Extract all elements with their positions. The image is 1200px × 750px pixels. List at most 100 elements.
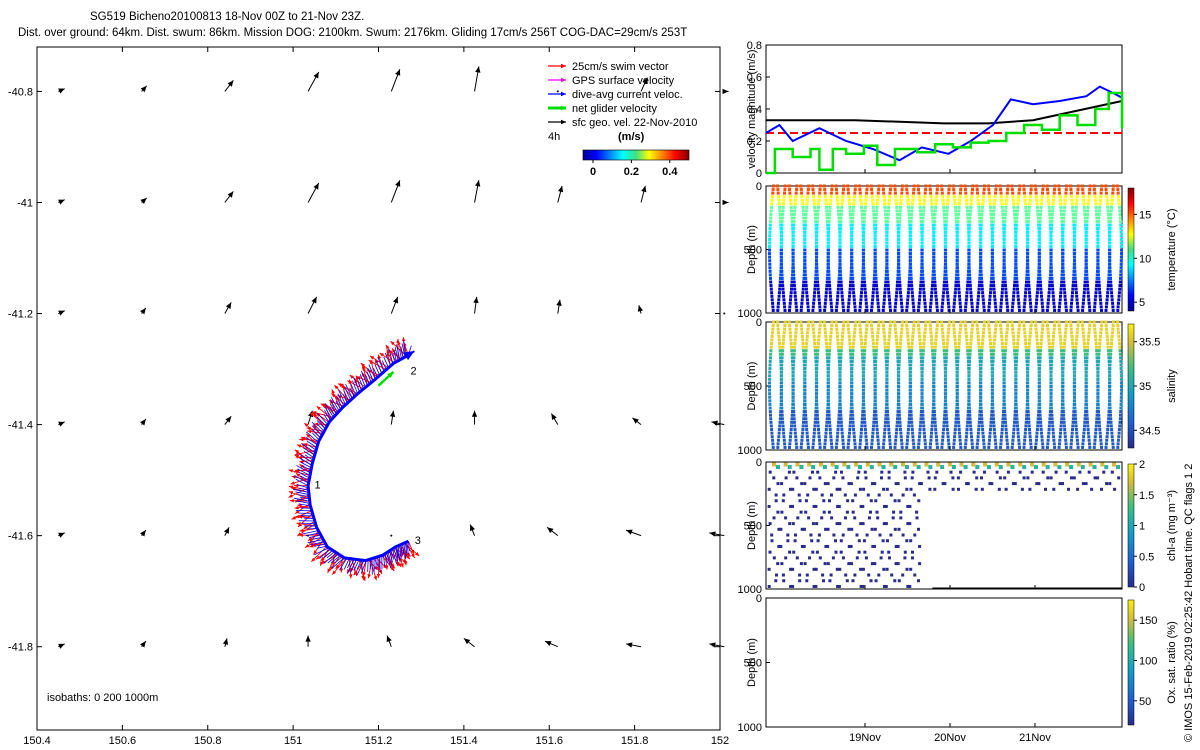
salinity-panel-y-tick: 1000 — [738, 445, 762, 457]
current-vector — [312, 432, 320, 441]
current-vector — [399, 349, 402, 360]
current-vector — [305, 437, 318, 446]
map-panel: 150.4 150.6 150.8 151 151.2 151.4 151.6 151.8 15… — [8, 46, 729, 747]
map-axes-box — [36, 46, 721, 731]
swim-vector — [335, 557, 345, 570]
legend-marker — [548, 63, 566, 69]
current-vector — [302, 447, 315, 456]
salinity-panel-y-label: Depth (m) — [746, 362, 758, 411]
current-vector — [387, 551, 393, 566]
geo-vector — [709, 531, 725, 537]
oxygen-panel-colorbar — [1127, 599, 1135, 726]
current-vector — [343, 390, 350, 402]
current-vector — [358, 377, 364, 390]
chla-panel-colorbar-tick: 1.5 — [1139, 490, 1154, 502]
geo-vector — [469, 524, 476, 536]
geo-vector — [224, 415, 232, 425]
salinity-panel: 0 500 1000 Depth (m) 34.5 35 35.5 salinity — [738, 317, 1178, 457]
geo-vector — [640, 77, 648, 92]
legend-marker — [548, 91, 566, 97]
current-vector — [347, 558, 355, 574]
oxygen-panel-colorbar-tick: 100 — [1139, 655, 1157, 667]
current-vector — [327, 553, 339, 564]
track-label-3: 3 — [415, 535, 421, 547]
current-vector — [305, 532, 320, 537]
current-vector — [396, 344, 401, 361]
current-vector — [323, 552, 337, 564]
oxygen-panel: 0 500 1000 Depth (m) 50 100 150 Ox. sat. ratio … — [738, 593, 1178, 744]
current-vector — [301, 443, 316, 454]
geo-vector — [390, 180, 401, 203]
copyright-side-label: © IMOS 15-Feb-2019 02:25:42 Hobart time.… — [1183, 464, 1195, 742]
current-vector — [367, 367, 374, 382]
current-vector — [345, 383, 353, 399]
velocity-series-3 — [766, 91, 1124, 175]
current-vector — [339, 557, 348, 571]
current-vector — [397, 545, 401, 562]
legend-duration: 4h — [548, 131, 560, 143]
current-vector — [311, 429, 321, 439]
chla-panel-points — [767, 462, 1122, 589]
current-vector — [349, 387, 355, 398]
current-vector — [353, 559, 360, 571]
legend-marker — [548, 119, 566, 125]
temperature-panel-colorbar-tick: 5 — [1139, 297, 1145, 309]
current-vector — [303, 450, 315, 459]
swim-vector — [303, 443, 318, 449]
legend-marker — [548, 105, 566, 111]
current-vector — [343, 558, 350, 570]
current-vector — [394, 546, 399, 559]
current-vector — [323, 549, 333, 559]
chla-panel-colorbar-tick: 1 — [1139, 521, 1145, 533]
current-vector — [311, 421, 324, 434]
velocity-series-1 — [766, 100, 1123, 125]
swim-vector — [299, 459, 314, 464]
salinity-panel-colorbar-tick: 35 — [1139, 381, 1151, 393]
temperature-panel-colorbar-tick: 15 — [1139, 209, 1151, 221]
geo-vector — [140, 197, 148, 205]
swim-vector — [347, 380, 364, 390]
geo-vector — [722, 88, 729, 95]
swim-vector — [291, 510, 313, 520]
glider-track — [293, 340, 415, 576]
geo-vector — [637, 305, 643, 314]
swim-vector — [331, 393, 346, 406]
swim-vectors — [288, 337, 420, 582]
geo-vector — [140, 307, 147, 315]
current-vector — [356, 560, 365, 576]
time-x-tick: 20Nov — [934, 732, 966, 744]
geo-vector-dot — [723, 312, 726, 315]
chla-panel-y-tick: 1000 — [738, 584, 762, 596]
map-x-tick-label: 152 — [711, 735, 729, 747]
current-vector — [307, 528, 318, 530]
current-vector — [312, 536, 323, 540]
geo-vector — [58, 421, 65, 427]
map-x-tick-label: 151.8 — [621, 735, 649, 747]
oxygen-panel-y-label: Depth (m) — [746, 638, 758, 687]
velocity-y-tick: 0 — [756, 168, 762, 180]
swim-vector — [297, 455, 314, 460]
speed-colorbar-tick: 0 — [590, 166, 596, 178]
geo-vector — [473, 296, 479, 314]
current-vector — [296, 465, 311, 474]
chla-panel-y-label: Depth (m) — [746, 501, 758, 550]
current-vector — [329, 407, 336, 417]
current-vector — [311, 425, 323, 436]
temperature-panel-y-label: Depth (m) — [746, 225, 758, 274]
current-vector — [366, 371, 372, 383]
current-vector — [306, 431, 319, 443]
current-vector — [298, 487, 309, 491]
current-vector — [373, 368, 378, 378]
geo-vector — [224, 302, 232, 314]
current-vector — [325, 403, 334, 418]
current-vector — [301, 465, 312, 471]
swim-vector — [385, 344, 397, 363]
current-vector — [405, 542, 408, 557]
geo-vector — [640, 185, 647, 203]
net-velocity-mark — [377, 370, 395, 387]
current-vector — [334, 556, 343, 564]
geo-vector — [222, 638, 229, 647]
geo-vector — [58, 199, 65, 205]
swim-vector — [331, 557, 348, 575]
geo-vector — [140, 529, 147, 537]
